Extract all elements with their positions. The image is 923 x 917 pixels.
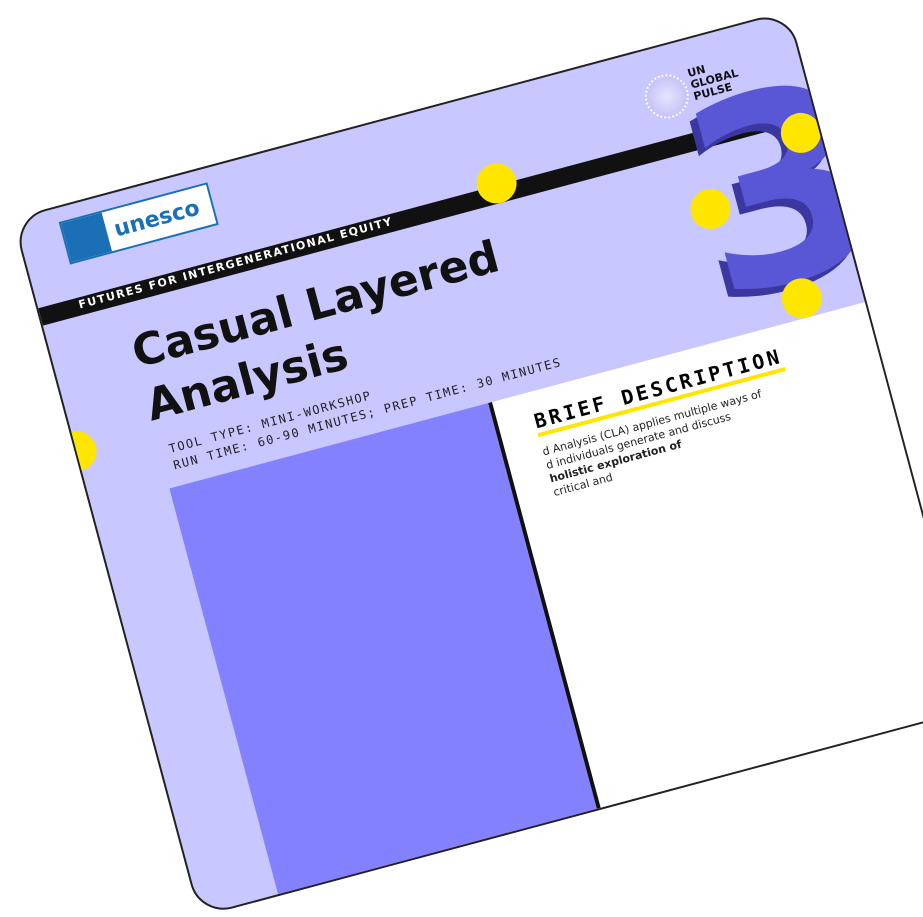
dot (52, 427, 101, 476)
tool-card: FUTURES FOR INTERGENERATIONAL EQUITY une… (12, 10, 923, 917)
unesco-logo: unesco (59, 182, 219, 264)
page: FUTURES FOR INTERGENERATIONAL EQUITY une… (0, 0, 923, 533)
logo-text: unesco (111, 195, 202, 242)
